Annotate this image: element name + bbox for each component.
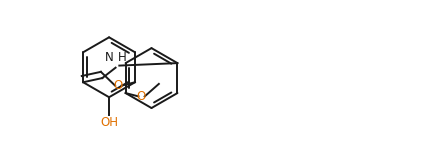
Text: N: N [105,51,114,64]
Text: H: H [118,51,127,64]
Text: O: O [137,90,146,103]
Text: O: O [114,79,123,92]
Text: OH: OH [100,116,118,128]
